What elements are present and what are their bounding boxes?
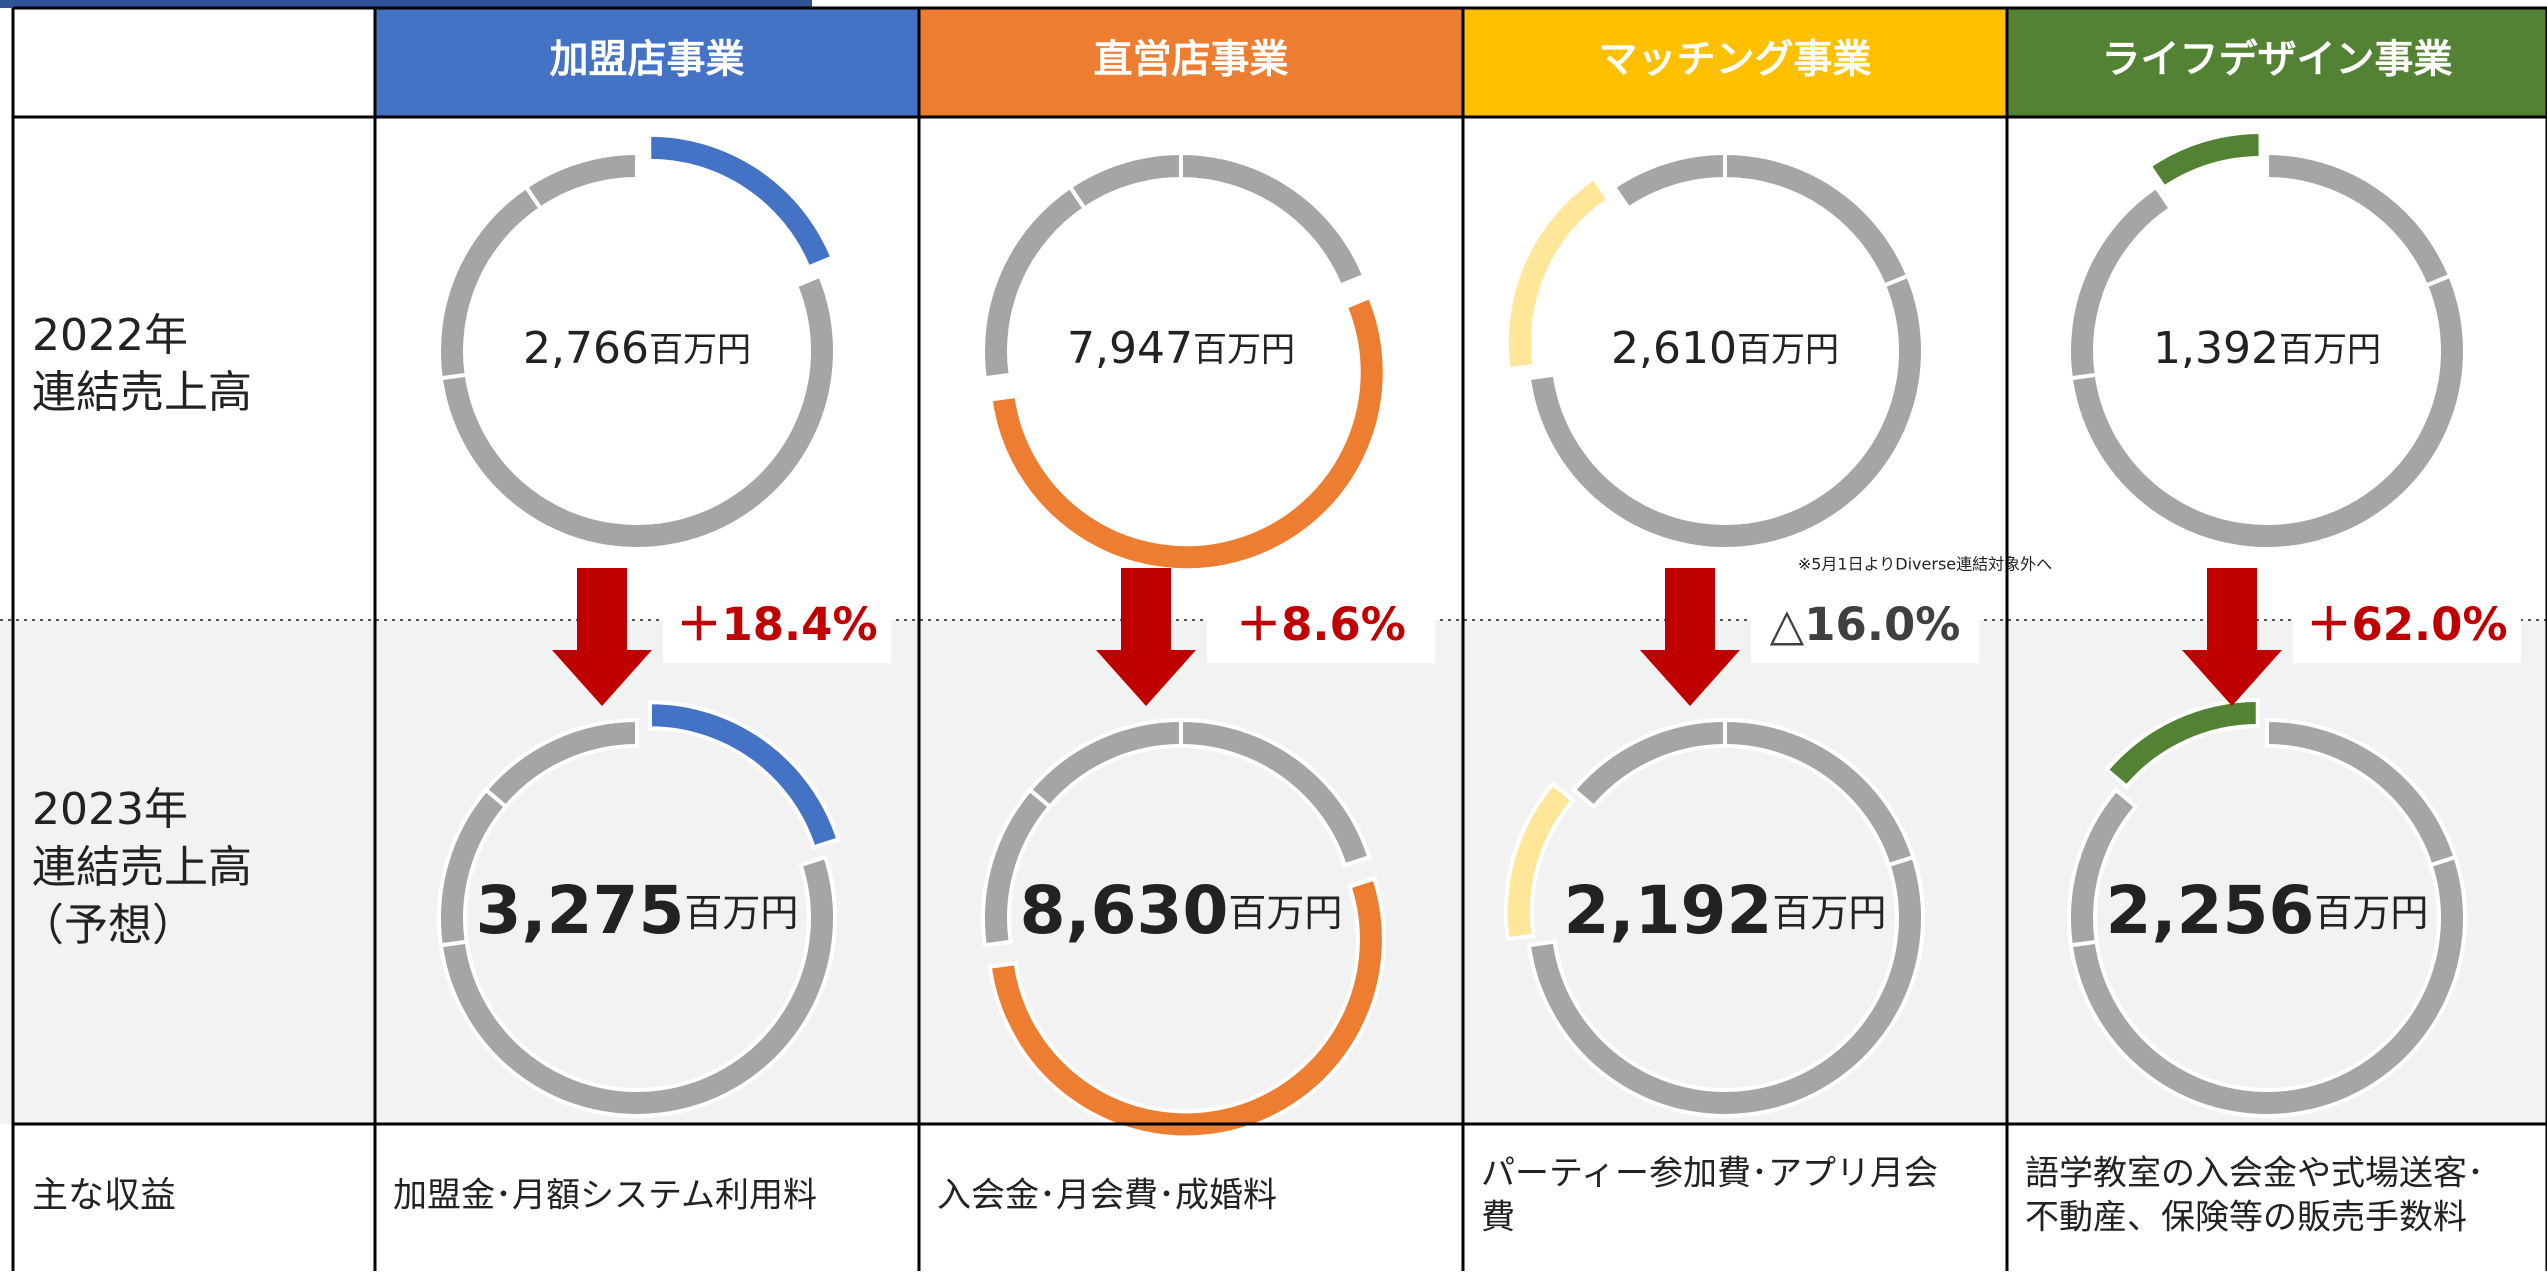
donut-segment: [1179, 717, 1372, 868]
donut-segment: [1526, 854, 1925, 1119]
unit-label: 百万円: [1772, 891, 1886, 935]
revenue-text: 費: [1481, 1198, 1515, 1238]
center-value: 2,610百万円: [1611, 323, 1839, 374]
revenue-text: 入会金･月会費･成婚料: [937, 1176, 1277, 1216]
center-value: 3,275百万円: [476, 872, 799, 949]
header-label: 直営店事業: [1093, 38, 1288, 83]
value-label: 2,256: [2106, 872, 2315, 949]
header-label: マッチング事業: [1598, 38, 1871, 83]
donut-segment: [1504, 175, 1612, 372]
change-box: [1207, 593, 1435, 663]
change-label: ＋62.0%: [2306, 598, 2507, 651]
unit-label: 百万円: [1193, 330, 1295, 370]
header-cell: [2007, 8, 2547, 117]
donut-segment: [647, 132, 836, 270]
value-label: 3,275: [476, 872, 685, 949]
row-label: 2022年: [32, 310, 188, 361]
change-label: ＋8.6%: [1236, 598, 1406, 651]
value-label: 2,610: [1611, 323, 1737, 374]
unit-label: 百万円: [1228, 891, 1342, 935]
unit-label: 百万円: [2314, 891, 2428, 935]
donut-segment: [1179, 150, 1367, 289]
center-value: 2,766百万円: [523, 323, 751, 374]
value-label: 2,766: [523, 323, 649, 374]
change-box: [2293, 593, 2521, 663]
donut-segment: [1526, 273, 1925, 551]
value-label: 2,192: [1564, 872, 1773, 949]
arrow: [1640, 568, 1740, 706]
donut-segment: [1571, 717, 1727, 810]
center-value: 1,392百万円: [2153, 323, 2381, 374]
header-cell: [375, 8, 919, 117]
donut-segment: [1723, 150, 1911, 289]
header-label: ライフデザイン事業: [2101, 38, 2452, 83]
center-value: 7,947百万円: [1067, 323, 1295, 374]
center-value: 2,192百万円: [1564, 872, 1887, 949]
header-cell: [1463, 8, 2007, 117]
header-label: 加盟店事業: [549, 38, 744, 83]
arrow: [1096, 568, 1196, 706]
header-cell: [919, 8, 1463, 117]
arrow: [2182, 568, 2282, 706]
donut-segment: [2068, 273, 2467, 551]
revenue-text: パーティー参加費･アプリ月会: [1481, 1154, 1938, 1194]
change-label: △16.0%: [1770, 598, 1961, 651]
value-label: 7,947: [1067, 323, 1193, 374]
donut-segment: [2265, 150, 2453, 289]
unit-label: 百万円: [684, 891, 798, 935]
arrow: [552, 568, 652, 706]
donut-segment: [483, 717, 639, 810]
donut-segment: [987, 876, 1386, 1140]
donut-segment: [2104, 698, 2260, 790]
center-value: 8,630百万円: [1020, 872, 1343, 949]
donut-segment: [988, 294, 1387, 573]
unit-label: 百万円: [1737, 330, 1839, 370]
unit-label: 百万円: [649, 330, 751, 370]
donut-segment: [2067, 184, 2174, 381]
unit-label: 百万円: [2279, 330, 2381, 370]
row-label: 連結売上高: [32, 842, 252, 893]
donut-segment: [647, 700, 841, 850]
top-bar: [0, 0, 812, 8]
change-label: ＋18.4%: [676, 598, 877, 651]
value-label: 1,392: [2153, 323, 2279, 374]
donut-segment: [438, 273, 837, 551]
row-label: （予想）: [20, 900, 196, 951]
row-label: 2023年: [32, 784, 188, 835]
revenue-text: 加盟金･月額システム利用料: [393, 1176, 817, 1216]
revenue-text: 語学教室の入会金や式場送客･: [2025, 1154, 2484, 1194]
donut-segment: [1611, 150, 1727, 212]
donut-segment: [2067, 787, 2139, 948]
center-value: 2,256百万円: [2106, 872, 2429, 949]
donut-segment: [2146, 129, 2263, 191]
row-label: 連結売上高: [32, 367, 252, 418]
change-box: [663, 593, 891, 663]
donut-segment: [523, 150, 639, 212]
donut-segment: [1027, 717, 1183, 810]
note: ※5月1日よりDiverse連結対象外へ: [1798, 555, 2052, 574]
revenue-text: 不動産、保険等の販売手数料: [2025, 1198, 2467, 1238]
row-label: 主な収益: [32, 1175, 176, 1216]
change-box: [1751, 593, 1979, 663]
donut-segment: [1503, 780, 1576, 942]
value-label: 8,630: [1020, 872, 1229, 949]
donut-segment: [1067, 150, 1183, 212]
